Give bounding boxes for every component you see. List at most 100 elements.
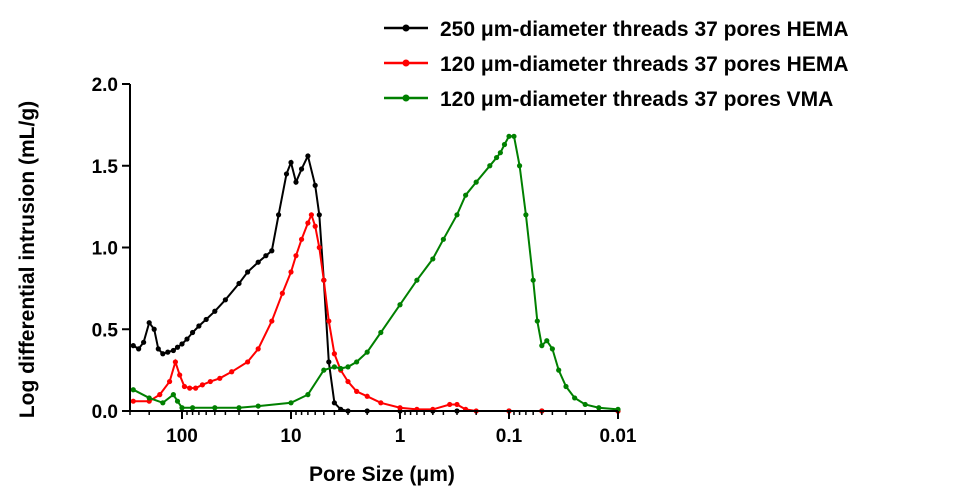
legend-swatch-marker [402, 24, 410, 32]
data-point [269, 248, 275, 254]
data-point [288, 269, 294, 275]
data-point [288, 400, 294, 406]
data-point [255, 259, 261, 265]
series-2 [130, 211, 621, 414]
data-point [130, 343, 136, 349]
data-point [229, 369, 235, 375]
data-point [440, 236, 446, 242]
data-point [263, 253, 269, 259]
data-point [354, 388, 360, 394]
data-point [283, 171, 290, 177]
data-point [160, 351, 166, 357]
data-point [430, 256, 436, 262]
data-point [534, 318, 540, 324]
series-line [132, 135, 619, 411]
data-point [321, 367, 327, 373]
data-point [177, 372, 183, 378]
data-point [530, 277, 536, 283]
data-point [217, 375, 223, 381]
data-point [305, 220, 311, 226]
data-point [312, 223, 318, 229]
data-point [321, 277, 327, 283]
data-point [582, 401, 588, 408]
axes-layer: 0.0 0.5 1.0 1.5 2.0 100 10 1 0.1 0.01 [92, 75, 637, 447]
x-tick-label: 0.01 [600, 426, 637, 447]
data-point [326, 359, 332, 365]
legend-item-1: 250 μm-diameter threads 37 pores HEMA [384, 18, 849, 41]
legend-label: 250 μm-diameter threads 37 pores HEMA [440, 18, 849, 41]
data-point [189, 405, 196, 411]
series-layer [130, 133, 621, 414]
legend-label: 120 μm-diameter threads 37 pores VMA [440, 88, 833, 111]
series-1 [130, 152, 621, 414]
data-point [463, 192, 469, 198]
data-point [179, 341, 185, 347]
data-point [279, 290, 285, 296]
data-point [511, 133, 517, 139]
data-point [539, 343, 545, 349]
y-tick-label: 1.5 [92, 157, 119, 178]
data-point [151, 326, 157, 332]
data-point [130, 398, 136, 404]
data-point [378, 329, 384, 336]
data-point [338, 365, 344, 372]
data-point [497, 150, 503, 156]
data-point [305, 392, 311, 398]
legend-item-2: 120 μm-diameter threads 37 pores HEMA [384, 53, 849, 76]
data-point [298, 236, 305, 242]
legend: 250 μm-diameter threads 37 pores HEMA 120… [384, 18, 849, 111]
data-point [236, 405, 242, 411]
data-point [523, 212, 529, 218]
data-point [312, 182, 318, 188]
data-point [316, 212, 322, 218]
data-point [331, 364, 337, 370]
data-point [170, 347, 176, 354]
data-point [572, 395, 578, 401]
y-tick-label: 0.5 [92, 320, 119, 341]
data-point [345, 364, 351, 370]
data-point [549, 346, 555, 352]
data-point [454, 401, 460, 408]
data-point [136, 346, 142, 352]
data-point [181, 383, 188, 390]
data-point [556, 367, 562, 373]
data-point [331, 400, 337, 406]
data-point [245, 359, 251, 365]
x-tick-label: 10 [280, 426, 301, 447]
data-point [414, 277, 420, 283]
data-point [288, 159, 294, 166]
data-point [193, 385, 199, 391]
data-point [255, 346, 261, 352]
data-point [298, 166, 305, 172]
data-point [563, 383, 569, 390]
data-point [212, 405, 218, 411]
legend-label: 120 μm-diameter threads 37 pores HEMA [440, 53, 849, 76]
data-point [157, 392, 163, 398]
series-line [133, 211, 618, 412]
data-point [222, 297, 228, 303]
y-axis-title: Log differential intrusion (mL/g) [16, 101, 39, 418]
data-point [187, 385, 193, 391]
data-point [487, 163, 493, 169]
data-point [146, 320, 152, 326]
data-point [236, 280, 242, 287]
data-point [596, 405, 602, 411]
data-point [364, 349, 370, 355]
data-point [516, 163, 523, 169]
data-point [203, 316, 209, 323]
data-point [269, 318, 275, 324]
data-point [196, 323, 202, 329]
data-point [308, 212, 314, 218]
data-point [364, 393, 370, 399]
data-point [146, 395, 152, 401]
data-point [160, 400, 166, 406]
data-point [172, 359, 178, 365]
legend-swatch-marker [402, 94, 410, 102]
data-point [506, 133, 512, 139]
data-point [212, 308, 218, 314]
y-tick-label: 2.0 [92, 75, 118, 96]
data-point [473, 179, 479, 185]
y-tick-label: 1.0 [92, 239, 118, 260]
data-point [179, 405, 185, 411]
